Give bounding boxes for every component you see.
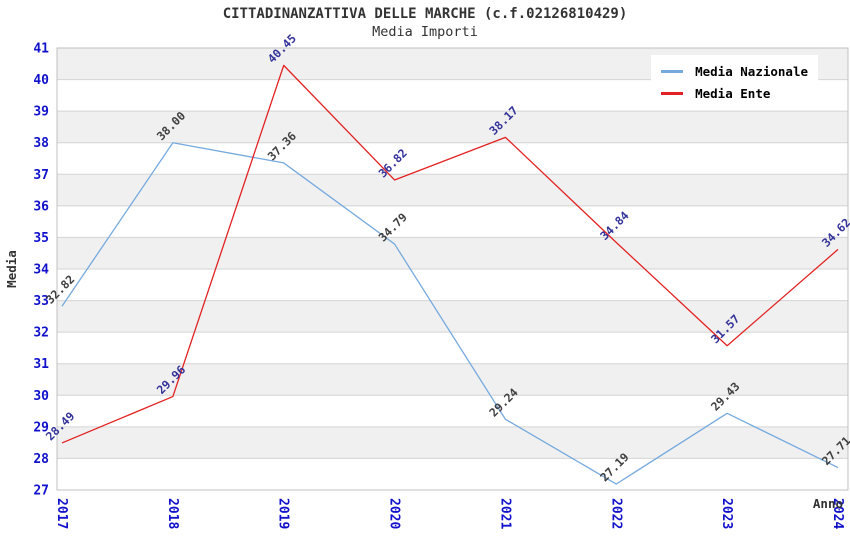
legend-item-media-nazionale: Media Nazionale xyxy=(661,60,808,82)
y-tick-label: 32 xyxy=(33,326,49,341)
x-tick-label: 2018 xyxy=(165,498,180,529)
x-tick-label: 2024 xyxy=(830,498,845,529)
x-tick-label: 2022 xyxy=(608,498,623,529)
plot-border xyxy=(56,47,849,491)
y-tick-label: 36 xyxy=(33,199,49,214)
x-tick-label: 2019 xyxy=(276,498,291,529)
y-tick-label: 27 xyxy=(33,484,49,499)
plot-band xyxy=(57,174,848,206)
y-tick-label: 28 xyxy=(33,452,49,467)
plot-band xyxy=(57,237,848,269)
legend-swatch-media-nazionale xyxy=(661,69,684,73)
legend-label-media-nazionale: Media Nazionale xyxy=(695,63,808,79)
plot-band xyxy=(57,426,848,459)
y-tick-label: 39 xyxy=(33,105,49,120)
legend-item-media-ente: Media Ente xyxy=(661,82,808,104)
x-axis-label: Anno xyxy=(813,496,843,511)
plot-band xyxy=(57,363,848,396)
y-axis-label: Media xyxy=(4,250,19,288)
x-tick-label: 2023 xyxy=(719,498,734,529)
x-tick-label: 2021 xyxy=(497,498,512,529)
y-tick-label: 41 xyxy=(33,42,49,57)
legend: Media Nazionale Media Ente xyxy=(651,55,818,110)
chart-subtitle: Media Importi xyxy=(372,24,478,40)
plot-band xyxy=(57,111,848,143)
y-tick-label: 37 xyxy=(33,168,49,183)
y-tick-label: 34 xyxy=(33,263,49,278)
legend-swatch-media-ente xyxy=(661,91,684,95)
y-tick-label: 30 xyxy=(33,389,49,404)
chart-title: CITTADINANZATTIVA DELLE MARCHE (c.f.0212… xyxy=(222,6,628,22)
y-tick-label: 38 xyxy=(33,136,49,151)
legend-label-media-ente: Media Ente xyxy=(695,85,771,101)
plot-band xyxy=(57,300,848,333)
y-tick-label: 31 xyxy=(33,357,49,372)
series-line-media-ente xyxy=(61,64,839,444)
y-tick-label: 40 xyxy=(33,73,49,88)
x-tick-label: 2020 xyxy=(387,498,402,529)
y-tick-label: 33 xyxy=(33,294,49,309)
y-tick-label: 29 xyxy=(33,420,49,435)
x-tick-label: 2017 xyxy=(54,498,69,529)
y-tick-label: 35 xyxy=(33,231,49,246)
series-line-media-nazionale xyxy=(61,142,839,485)
